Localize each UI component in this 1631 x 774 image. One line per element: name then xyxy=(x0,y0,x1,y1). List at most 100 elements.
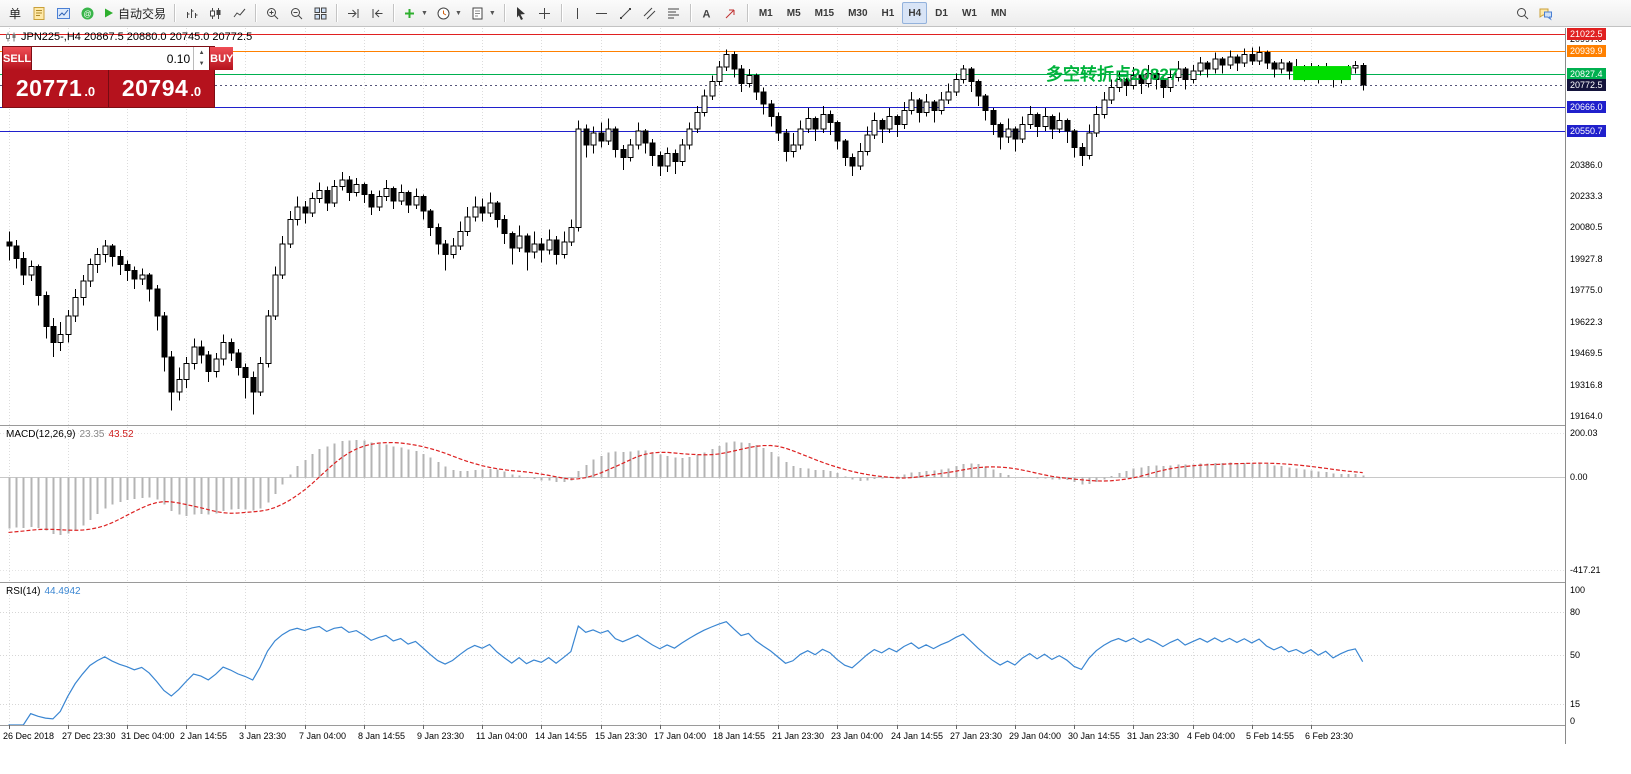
new-order-button[interactable] xyxy=(28,2,50,24)
sell-button[interactable]: SELL xyxy=(3,47,33,70)
macd-axis-label: 0.00 xyxy=(1570,472,1588,483)
chat-button[interactable] xyxy=(1535,2,1557,24)
trendline-icon xyxy=(620,7,632,19)
auto-trading-label: 自动交易 xyxy=(118,6,167,21)
price-axis-label: 19927.8 xyxy=(1570,253,1603,264)
bar-chart-button[interactable] xyxy=(180,2,202,24)
ask-price[interactable]: 20794 .0 xyxy=(109,70,214,107)
channel-button[interactable] xyxy=(639,2,661,24)
community-icon: @ xyxy=(81,7,93,19)
timeframe-m15[interactable]: M15 xyxy=(814,7,835,19)
toolbar: 单 @ 自动交易 ▼ ▼ ▼ xyxy=(0,0,1631,27)
date-label: 31 Jan 23:30 xyxy=(1127,731,1179,741)
toolbar-separator xyxy=(336,4,338,22)
chart-title-text: JPN225-,H4 20867.5 20880.0 20745.0 20772… xyxy=(21,31,253,43)
scroll-to-end-icon xyxy=(347,8,359,18)
scroll-to-end-button[interactable] xyxy=(342,2,364,24)
crosshair-button[interactable] xyxy=(534,2,556,24)
cursor-icon xyxy=(517,6,526,20)
zoom-in-button[interactable] xyxy=(261,2,283,24)
date-label: 30 Jan 14:55 xyxy=(1068,731,1120,741)
bid-big: 20771 xyxy=(15,75,83,101)
toolbar-separator xyxy=(393,4,395,22)
chart-window-button[interactable] xyxy=(52,2,74,24)
chat-icon xyxy=(1539,8,1552,20)
cursor-button[interactable] xyxy=(510,2,532,24)
candlesticks xyxy=(6,46,1367,415)
volume-up-icon[interactable]: ▲ xyxy=(198,49,205,56)
buy-button[interactable]: BUY xyxy=(209,47,234,70)
fibonacci-button[interactable] xyxy=(663,2,685,24)
search-button[interactable] xyxy=(1511,2,1533,24)
community-button[interactable]: @ xyxy=(76,2,98,24)
line-chart-button[interactable] xyxy=(228,2,250,24)
tile-windows-button[interactable] xyxy=(309,2,331,24)
chart-mini-icon xyxy=(6,32,16,42)
timeframe-m30[interactable]: M30 xyxy=(848,7,868,19)
rsi-value: 44.4942 xyxy=(44,586,81,597)
svg-text:多空转折点20827: 多空转折点20827 xyxy=(1046,64,1178,84)
ask-frac: .0 xyxy=(190,84,202,99)
macd-signal-value: 43.52 xyxy=(108,429,134,440)
text-label-icon: A xyxy=(703,8,711,20)
chart-canvas[interactable]: 多空转折点20827 26 Dec 2018 27 Dec 23:30 31 Dec … xyxy=(0,28,1565,744)
vertical-line-button[interactable] xyxy=(567,2,589,24)
templates-button[interactable]: ▼ xyxy=(467,2,499,24)
date-label: 5 Feb 14:55 xyxy=(1246,731,1294,741)
timeframe-w1[interactable]: W1 xyxy=(961,7,977,19)
timeframe-h1[interactable]: H1 xyxy=(881,7,895,19)
arrow-object-button[interactable] xyxy=(720,2,742,24)
timeframe-d1[interactable]: D1 xyxy=(935,7,948,19)
timeframe-mn[interactable]: MN xyxy=(990,7,1007,19)
timeframe-m5[interactable]: M5 xyxy=(786,7,801,19)
horizontal-line-button[interactable] xyxy=(591,2,613,24)
order-ticket-button[interactable]: 单 xyxy=(4,2,26,24)
indicators-button[interactable]: ▼ xyxy=(399,2,431,24)
date-label: 21 Jan 23:30 xyxy=(772,731,824,741)
text-label-button[interactable]: A xyxy=(696,2,718,24)
date-label: 15 Jan 23:30 xyxy=(595,731,647,741)
zoom-in-icon xyxy=(266,7,278,19)
trendline-button[interactable] xyxy=(615,2,637,24)
toolbar-separator xyxy=(689,4,691,22)
chevron-down-icon: ▼ xyxy=(454,9,462,17)
panel-dividers xyxy=(0,425,1565,727)
price-axis-label: 20386.0 xyxy=(1570,159,1603,170)
date-label: 31 Dec 04:00 xyxy=(121,731,175,741)
date-label: 6 Feb 23:30 xyxy=(1305,731,1353,741)
bar-chart-icon xyxy=(186,8,198,18)
chart-shift-button[interactable] xyxy=(366,2,388,24)
macd-name: MACD(12,26,9) xyxy=(6,429,76,440)
timeframe-h4[interactable]: H4 xyxy=(902,2,928,24)
toolbar-separator xyxy=(174,4,176,22)
clock-icon xyxy=(437,7,450,19)
price-axis: 20997.020386.020233.320080.519927.819775… xyxy=(1565,28,1631,744)
periods-button[interactable]: ▼ xyxy=(433,2,465,24)
timeframe-m1[interactable]: M1 xyxy=(758,7,773,19)
date-label: 11 Jan 04:00 xyxy=(476,731,527,741)
auto-trading-button[interactable]: 自动交易 xyxy=(100,2,169,24)
template-icon xyxy=(472,7,483,19)
rsi-axis-label: 100 xyxy=(1570,585,1586,595)
macd-axis-label: -417.21 xyxy=(1570,564,1601,575)
toolbar-separator xyxy=(746,4,748,22)
zoom-out-button[interactable] xyxy=(285,2,307,24)
bid-price[interactable]: 20771 .0 xyxy=(3,70,109,107)
rsi-panel xyxy=(0,612,1565,726)
price-axis-label: 20080.5 xyxy=(1570,222,1603,233)
volume-down-icon[interactable]: ▼ xyxy=(198,61,205,68)
volume-input[interactable] xyxy=(32,47,194,70)
date-label: 3 Jan 23:30 xyxy=(239,731,286,741)
grid-lines xyxy=(9,28,1312,725)
candlestick-chart-button[interactable] xyxy=(204,2,226,24)
search-icon xyxy=(1516,7,1528,19)
order-label: 单 xyxy=(8,6,21,21)
price-level-box: 20772.5 xyxy=(1567,79,1606,92)
price-axis-label: 20233.3 xyxy=(1570,190,1603,201)
chart-region: 多空转折点20827 26 Dec 2018 27 Dec 23:30 31 Dec … xyxy=(0,28,1565,744)
chevron-down-icon: ▼ xyxy=(421,9,428,17)
price-level-box: 20550.7 xyxy=(1567,124,1606,137)
ask-big: 20794 xyxy=(121,75,189,101)
indicators-plus-icon xyxy=(405,8,415,18)
macd-axis-label: 200.03 xyxy=(1570,427,1598,438)
